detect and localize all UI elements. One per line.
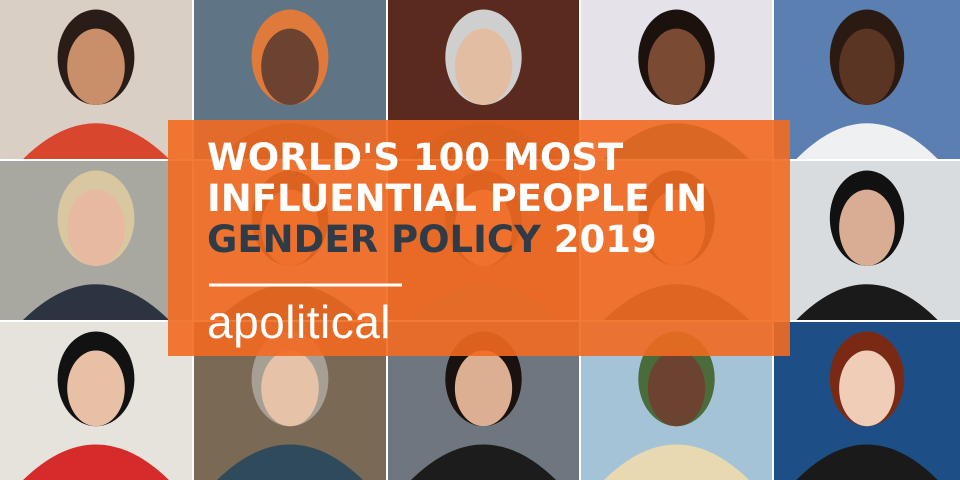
clothing [410,444,557,480]
face [67,189,125,266]
clothing [796,444,938,480]
headline-year: 2019 [554,218,657,261]
face [261,350,319,427]
face [261,28,319,105]
clothing [796,123,938,159]
clothing [796,284,938,320]
portrait-tile [0,322,192,480]
face [454,28,513,105]
portrait-tile [0,161,192,320]
face [647,28,706,105]
headline-highlight: GENDER POLICY [207,218,542,261]
headline-line-3: GENDER POLICY 2019 [207,218,657,261]
face [67,28,125,105]
clothing [23,123,169,159]
portrait-tile [774,161,960,320]
face [647,350,706,427]
headline-line-1: WORLD'S 100 MOST [207,136,624,179]
clothing [217,444,363,480]
face [839,28,895,105]
face [839,189,895,266]
portrait-tile [0,0,192,159]
clothing [23,444,169,480]
portrait-tile [774,322,960,480]
face [839,350,895,427]
clothing [603,444,750,480]
portrait-tile [774,0,960,159]
clothing [23,284,169,320]
face [67,350,125,427]
brand-logo: apolitical [207,296,391,348]
headline-line-2: INFLUENTIAL PEOPLE IN [207,177,707,220]
orange-panel [168,120,790,356]
face [454,350,513,427]
